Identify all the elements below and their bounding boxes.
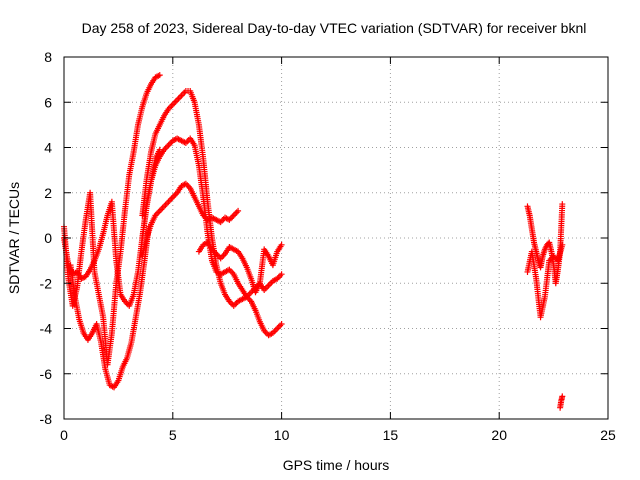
chart-title: Day 258 of 2023, Sidereal Day-to-day VTE… <box>82 20 587 36</box>
grid-lines <box>64 57 608 419</box>
data-point-marker <box>278 241 285 248</box>
data-point-marker <box>559 241 566 248</box>
y-tick-label: 6 <box>44 94 52 110</box>
y-axis-label: SDTVAR / TECUs <box>6 182 22 294</box>
x-tick-label: 0 <box>60 427 68 443</box>
x-axis-ticks: 0 5 10 15 20 25 <box>60 57 616 443</box>
data-marks <box>61 72 566 411</box>
data-point-marker <box>278 271 285 278</box>
data-point-marker <box>559 201 566 208</box>
data-point-marker <box>235 207 242 214</box>
y-axis-ticks: -8 -6 -4 -2 0 2 4 6 8 <box>40 49 608 427</box>
y-tick-label: -2 <box>40 275 53 291</box>
data-point-marker <box>156 72 163 79</box>
y-tick-label: -6 <box>40 366 53 382</box>
y-tick-label: -4 <box>40 321 53 337</box>
data-point-marker <box>278 320 285 327</box>
x-tick-label: 20 <box>491 427 507 443</box>
y-tick-label: 2 <box>44 185 52 201</box>
x-tick-label: 25 <box>600 427 616 443</box>
y-tick-label: 4 <box>44 140 52 156</box>
y-tick-label: -8 <box>40 411 53 427</box>
data-point-marker <box>559 393 566 400</box>
x-axis-label: GPS time / hours <box>283 457 390 473</box>
x-tick-label: 5 <box>169 427 177 443</box>
x-tick-label: 15 <box>383 427 399 443</box>
y-tick-label: 0 <box>44 230 52 246</box>
y-tick-label: 8 <box>44 49 52 65</box>
x-tick-label: 10 <box>274 427 290 443</box>
